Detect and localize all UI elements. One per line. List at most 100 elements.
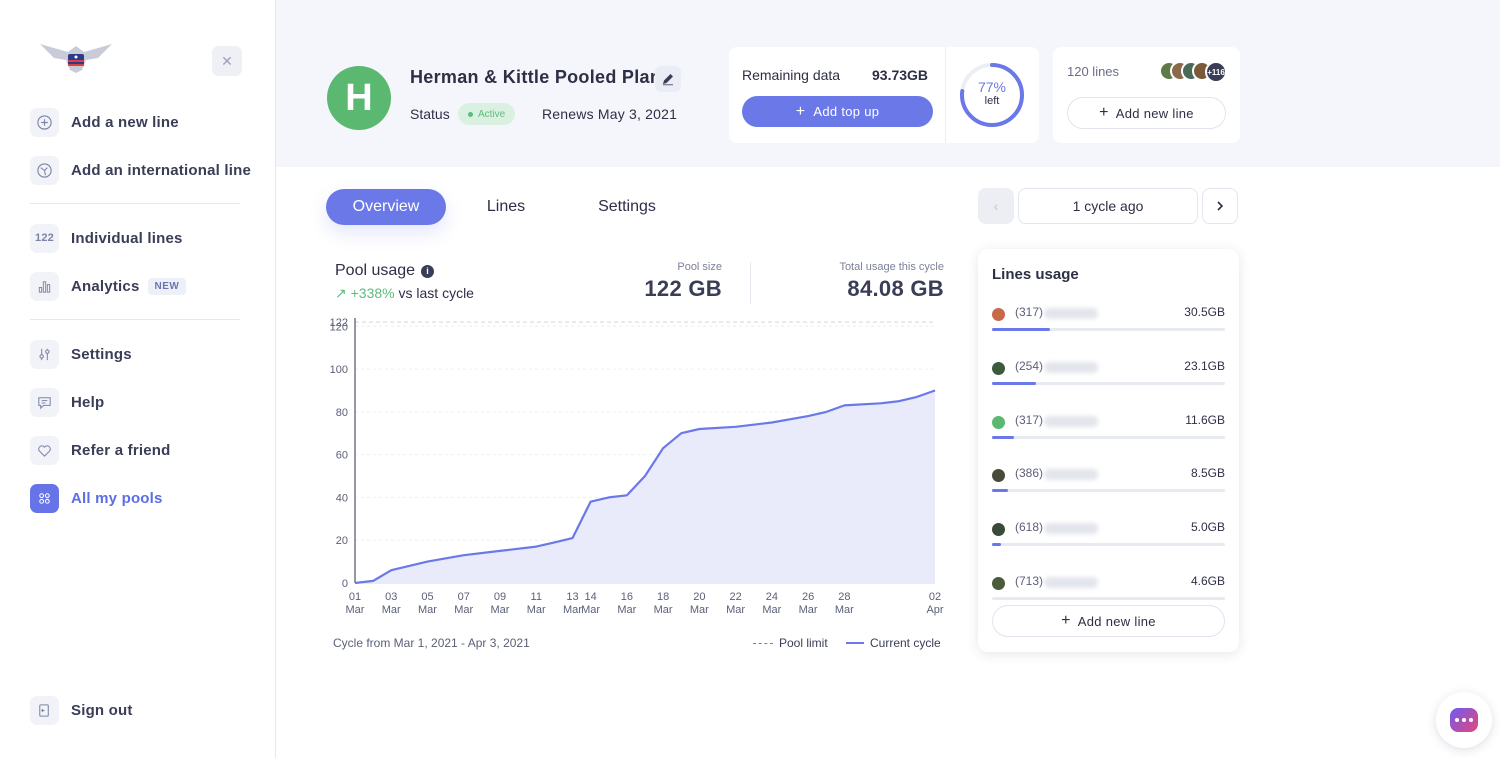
- y-tick-label: 60: [336, 450, 348, 462]
- x-tick-month: Mar: [799, 604, 818, 616]
- x-tick-day: 07: [458, 591, 470, 603]
- sidebar-item-refer[interactable]: Refer a friend: [30, 435, 171, 465]
- redacted-number: [1044, 469, 1098, 481]
- x-tick-day: 09: [494, 591, 506, 603]
- x-tick-month: Mar: [581, 604, 600, 616]
- chat-support-button[interactable]: [1436, 692, 1492, 748]
- avatar: [992, 577, 1005, 590]
- usage-bar-fill: [992, 489, 1009, 493]
- y-tick-label: 120: [330, 321, 348, 333]
- line-usage-row[interactable]: (386) 8.5GB: [992, 462, 1225, 502]
- plus-icon: +: [1099, 104, 1109, 121]
- y-tick-label: 122: [330, 317, 348, 329]
- pool-usage-label: Pool usage: [335, 262, 416, 279]
- line-area-code: (317): [1015, 412, 1044, 427]
- usage-bar: [992, 435, 1225, 439]
- sidebar-item-add-international[interactable]: Add an international line: [30, 155, 251, 185]
- heart-icon: [30, 435, 59, 465]
- add-new-line-button[interactable]: + Add new line: [992, 605, 1225, 637]
- line-usage-value: 30.5GB: [1184, 305, 1225, 319]
- divider: [30, 203, 240, 204]
- usage-bar: [992, 328, 1225, 331]
- chat-bubble-icon: [1450, 708, 1478, 732]
- line-usage-value: 5.0GB: [1190, 520, 1225, 535]
- x-tick-month: Mar: [690, 604, 709, 616]
- add-new-line-button[interactable]: + Add new line: [1067, 97, 1226, 129]
- line-area-code: (254): [1015, 358, 1044, 373]
- sidebar-item-help[interactable]: Help: [30, 387, 104, 417]
- current-cycle-area: [355, 390, 935, 583]
- sidebar-item-individual-lines[interactable]: 122 Individual lines: [30, 223, 183, 253]
- x-tick-month: Mar: [382, 604, 401, 616]
- sign-out-icon: [30, 695, 59, 725]
- line-usage-row[interactable]: (317) 30.5GB: [992, 301, 1225, 341]
- x-tick-day: 03: [385, 591, 397, 603]
- pencil-icon: [663, 74, 673, 86]
- info-icon[interactable]: i: [421, 264, 435, 278]
- tab-settings[interactable]: Settings: [598, 198, 656, 215]
- x-tick-day: 28: [838, 591, 850, 603]
- eagle-logo[interactable]: [38, 40, 114, 74]
- x-tick-month: Mar: [346, 604, 365, 616]
- line-usage-row[interactable]: (713) 4.6GB: [992, 570, 1225, 610]
- line-usage-row[interactable]: (317) 11.6GB: [992, 409, 1225, 449]
- sidebar-item-settings[interactable]: Settings: [30, 339, 132, 369]
- sidebar-item-label: All my pools: [71, 489, 163, 507]
- sidebar-item-analytics[interactable]: Analytics NEW: [30, 271, 187, 301]
- avatar-stack[interactable]: +116: [1159, 61, 1229, 83]
- x-tick-day: 13: [566, 591, 578, 603]
- avatar: [992, 308, 1005, 321]
- tab-lines[interactable]: Lines: [486, 198, 526, 215]
- remaining-data-card: Remaining data 93.73GB + Add top up 77% …: [729, 47, 1039, 143]
- x-tick-month: Mar: [418, 604, 437, 616]
- next-cycle-button[interactable]: [1202, 188, 1238, 224]
- x-tick-day: 16: [621, 591, 633, 603]
- sign-out-button[interactable]: Sign out: [30, 695, 133, 725]
- total-usage-value: 84.08 GB: [847, 276, 944, 301]
- line-area-code: (386): [1015, 466, 1044, 481]
- status-value: Active: [478, 108, 506, 120]
- add-top-up-button[interactable]: + Add top up: [742, 96, 933, 127]
- avatar: [992, 469, 1005, 483]
- current-cycle-line: [354, 389, 936, 585]
- tab-overview[interactable]: Overview: [326, 189, 446, 225]
- cycle-selector[interactable]: 1 cycle ago: [1018, 188, 1198, 224]
- sidebar-item-all-pools[interactable]: All my pools: [30, 483, 163, 513]
- close-icon: ✕: [221, 52, 233, 69]
- legend-pool-limit: Pool limit: [753, 636, 828, 650]
- avatar: [992, 523, 1005, 537]
- x-tick-month: Apr: [926, 604, 943, 616]
- x-tick-month: Mar: [563, 604, 582, 616]
- line-area-code: (317): [1015, 305, 1044, 319]
- chevron-right-icon: [1217, 201, 1224, 211]
- edit-plan-button[interactable]: [655, 66, 681, 92]
- sidebar-item-add-line[interactable]: Add a new line: [30, 107, 179, 137]
- plus-icon: +: [1061, 612, 1071, 629]
- line-usage-value: 11.6GB: [1185, 412, 1225, 427]
- new-badge: NEW: [147, 277, 187, 295]
- usage-bar: [992, 543, 1225, 547]
- avatar: [992, 361, 1005, 375]
- redacted-number: [1044, 415, 1098, 427]
- renewal-date: Renews May 3, 2021: [542, 106, 678, 122]
- x-tick-day: 24: [766, 591, 778, 603]
- x-tick-day: 20: [693, 591, 705, 603]
- x-tick-month: Mar: [617, 604, 636, 616]
- x-tick-month: Mar: [762, 604, 781, 616]
- line-usage-row[interactable]: (618) 5.0GB: [992, 516, 1225, 556]
- ring-label: 77% left: [958, 79, 1026, 108]
- close-sidebar-button[interactable]: ✕: [212, 46, 242, 76]
- x-tick-month: Mar: [654, 604, 673, 616]
- usage-bar-fill: [992, 543, 1002, 547]
- line-usage-row[interactable]: (254) 23.1GB: [992, 355, 1225, 395]
- x-tick-month: Mar: [726, 604, 745, 616]
- plan-avatar: H: [327, 66, 391, 130]
- y-tick-label: 20: [336, 535, 348, 547]
- previous-cycle-button[interactable]: ‹: [978, 188, 1014, 224]
- add-new-line-label: Add new line: [1077, 613, 1156, 629]
- redacted-number: [1044, 361, 1098, 373]
- x-tick-month: Mar: [454, 604, 473, 616]
- status-label: Status: [410, 106, 450, 122]
- total-usage-label: Total usage this cycle: [839, 261, 944, 273]
- solid-line-icon: [846, 642, 864, 644]
